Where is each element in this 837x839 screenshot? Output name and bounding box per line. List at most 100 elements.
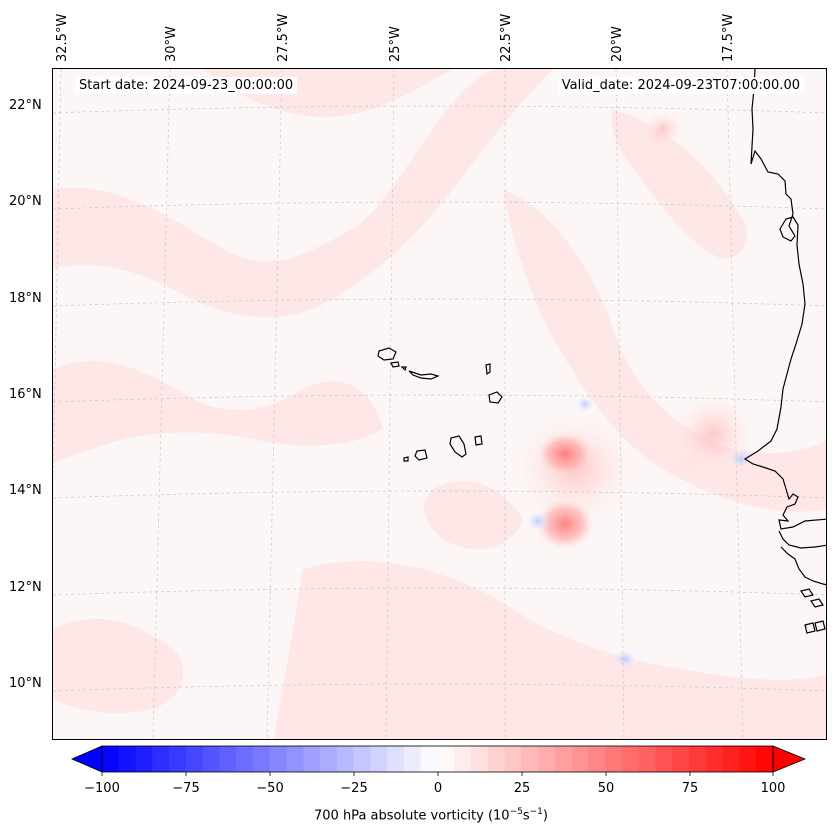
parallel-line (53, 394, 826, 403)
parallel-line (53, 201, 826, 210)
parallel-line (53, 490, 826, 499)
colorbar-cell (118, 746, 137, 772)
meridian-line (266, 69, 283, 739)
lat-label-10n: 10°N (9, 676, 42, 691)
colorbar-tick-label: 100 (760, 781, 786, 796)
lon-label-27-5w: 27.5°W (276, 13, 291, 62)
meridian-line (726, 69, 744, 739)
colorbar-cell (521, 746, 539, 772)
colorbar-cell (269, 746, 288, 772)
colorbar-cell (219, 746, 237, 772)
colorbar-cell (454, 746, 472, 772)
colorbar-cell (202, 746, 220, 772)
colorbar-cell (169, 746, 187, 772)
colorbar-tick-marks (101, 772, 774, 776)
negative-vorticity-patch (576, 396, 594, 412)
island-maio (474, 435, 483, 446)
vorticity-band (424, 480, 523, 550)
meridian-line (615, 69, 625, 739)
colorbar-cell (605, 746, 623, 772)
coastline-bijagos-4 (814, 620, 826, 632)
colorbar-cell (320, 746, 338, 772)
colorbar-cell (756, 746, 774, 772)
parallel-line (53, 587, 826, 596)
colorbar-cell (152, 746, 170, 772)
vorticity-core (537, 432, 593, 476)
start-date-label: Start date: 2024-09-23_00:00:00 (75, 77, 298, 94)
colorbar-cell (420, 746, 438, 772)
colorbar-cell (437, 746, 455, 772)
negative-vorticity-patch (613, 649, 637, 669)
colorbar-high-extension (772, 745, 807, 773)
colorbar-tick-label: 50 (597, 781, 615, 796)
colorbar-label-exp: −5 (509, 807, 523, 817)
vorticity-core (643, 111, 683, 147)
meridian-line (53, 69, 62, 501)
colorbar-cell (303, 746, 321, 772)
colorbar-cells (102, 746, 774, 772)
african-coastline (743, 69, 826, 634)
negative-vorticity-patch (729, 449, 753, 469)
colorbar-cell (471, 746, 489, 772)
vorticity-maximum (515, 111, 753, 550)
parallel-line (53, 683, 826, 692)
colorbar-cell (622, 746, 640, 772)
island-sao-nicolau (408, 370, 440, 380)
vorticity-bands (53, 69, 826, 739)
lon-label-20w: 20°W (610, 26, 625, 62)
island-sao-vicente (390, 361, 400, 368)
colorbar-cell (370, 746, 388, 772)
lon-label-30w: 30°W (164, 26, 179, 62)
vorticity-band (503, 189, 826, 512)
parallel-line (53, 105, 826, 114)
vorticity-band (53, 69, 553, 318)
vorticity-map (53, 69, 826, 739)
vorticity-core (535, 498, 595, 550)
island-santa-luzia (400, 366, 407, 372)
vorticity-band (53, 360, 383, 464)
colorbar-cell (689, 746, 707, 772)
colorbar-tick-label: −50 (256, 781, 284, 796)
colorbar-tick-label: 25 (513, 781, 531, 796)
vorticity-band (273, 561, 826, 739)
lat-label-16n: 16°N (9, 387, 42, 402)
lat-label-22n: 22°N (9, 98, 42, 113)
colorbar-cell (571, 746, 589, 772)
colorbar-cell (655, 746, 673, 772)
lon-label-25w: 25°W (388, 26, 403, 62)
colorbar-cell (504, 746, 522, 772)
coastline-bijagos-1 (800, 588, 814, 598)
coastline-guinea-bissau (780, 546, 826, 586)
coastline-gambia (778, 530, 826, 549)
colorbar-outline (101, 745, 774, 773)
colorbar-label-unit: s (522, 808, 530, 824)
meridian-line (385, 69, 395, 739)
colorbar-cell (705, 746, 724, 772)
lat-label-18n: 18°N (9, 291, 42, 306)
colorbar-label-text: 700 hPa absolute vorticity (10 (314, 808, 510, 824)
colorbar-cell (538, 746, 556, 772)
colorbar-tick-label: 0 (433, 781, 443, 796)
lat-label-12n: 12°N (9, 580, 42, 595)
vorticity-band (53, 618, 184, 714)
lat-label-20n: 20°N (9, 194, 42, 209)
vorticity-band (611, 109, 747, 259)
colorbar-cell (638, 746, 657, 772)
colorbar-tick-label: 75 (681, 781, 699, 796)
colorbar-cell (387, 746, 405, 772)
lat-label-14n: 14°N (9, 483, 42, 498)
coastline-bijagos-2 (810, 598, 824, 608)
colorbar-cell (286, 746, 304, 772)
lon-label-22-5w: 22.5°W (499, 13, 514, 62)
colorbar-cell (487, 746, 506, 772)
colorbar-cell (135, 746, 153, 772)
negative-vorticity-patch (526, 511, 550, 531)
colorbar-cell (403, 746, 422, 772)
meridian-line (152, 69, 171, 739)
colorbar-label-close: ) (542, 808, 548, 824)
island-boa-vista (488, 391, 503, 404)
colorbar-cell (336, 746, 355, 772)
lon-label-17-5w: 17.5°W (721, 13, 736, 62)
graticule (53, 69, 826, 739)
colorbar (70, 745, 807, 776)
